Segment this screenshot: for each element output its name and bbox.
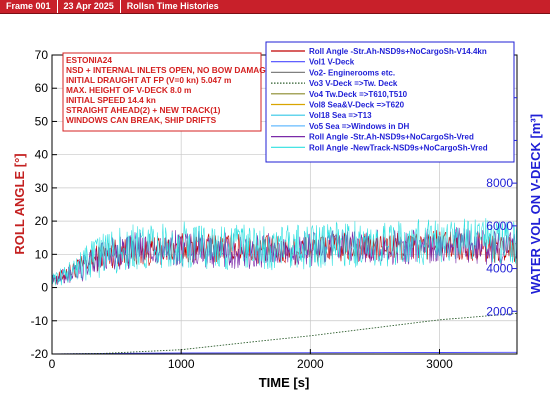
series-line [51, 218, 518, 286]
legend-label: Roll Angle -Str.Ah-NSD9s+NoCargoSh-Vred [309, 133, 474, 142]
annotation-line: STRAIGHT AHEAD(2) + NEW TRACK(1) [66, 105, 221, 115]
y-axis-right-label: WATER VOL ON V-DECK [m³] [528, 114, 543, 294]
legend-label: Vol8 Sea&V-Deck =>T620 [309, 101, 405, 110]
legend-label: Vol1 V-Deck [309, 58, 355, 67]
legend-label: Roll Angle -NewTrack-NSD9s+NoCargoSh-Vre… [309, 143, 488, 152]
legend-label: Vo4 Tw.Deck =>T610,T510 [309, 90, 408, 99]
x-tick-label: 1000 [168, 357, 195, 371]
frame-title: Rollsn Time Histories [126, 1, 219, 11]
y-axis-left-label: ROLL ANGLE [°] [12, 153, 27, 254]
legend-label: Roll Angle -Str.Ah-NSD9s+NoCargoSh-V14.4… [309, 47, 487, 56]
left-axis-ticks: -20 -10 0 10 20 30 40 50 60 70 [31, 48, 57, 361]
y-tick-left-label: 0 [41, 281, 48, 295]
annotation-line: INITIAL SPEED 14.4 kn [66, 95, 156, 105]
x-axis-label: TIME [s] [259, 375, 310, 390]
frame-date: 23 Apr 2025 [58, 0, 121, 13]
annotation-frame [62, 52, 262, 132]
frame-number: Frame 001 [0, 0, 58, 13]
y-tick-left-label: -10 [31, 314, 49, 328]
x-tick-label: 2000 [297, 357, 324, 371]
legend-label: Vo5 Sea =>Windows in DH [309, 122, 409, 131]
legend-label: Vo2- Enginerooms etc. [309, 68, 395, 77]
y-tick-left-label: 30 [35, 181, 49, 195]
legend-label: Vol18 Sea =>T13 [309, 111, 372, 120]
frame-header-bar: Frame 001 23 Apr 2025 Rollsn Time Histor… [0, 0, 550, 14]
y-tick-right-label: 4000 [486, 262, 513, 276]
y-tick-left-label: 70 [35, 48, 49, 62]
x-tick-label: 3000 [426, 357, 453, 371]
y-tick-left-label: 10 [35, 247, 49, 261]
y-tick-right-label: 2000 [486, 304, 513, 318]
y-tick-left-label: 60 [35, 81, 49, 95]
annotation-line: MAX. HEIGHT OF V-DECK 8.0 m [66, 85, 191, 95]
legend-frame [265, 41, 515, 163]
annotation-line: ESTONIA24 [66, 55, 112, 65]
annotation-line: NSD + INTERNAL INLETS OPEN, NO BOW DAMAG… [66, 65, 272, 75]
y-tick-left-label: 50 [35, 114, 49, 128]
annotation-line: WINDOWS CAN BREAK, SHIP DRIFTS [66, 115, 217, 125]
y-tick-left-label: -20 [31, 347, 49, 361]
y-tick-left-label: 20 [35, 214, 49, 228]
x-axis-ticks: 0 1000 2000 3000 [49, 349, 453, 371]
legend: Roll Angle -Str.Ah-NSD9s+NoCargoSh-V14.4… [265, 41, 515, 163]
y-tick-right-label: 6000 [486, 219, 513, 233]
roll-time-history-chart: -20 -10 0 10 20 30 40 50 60 70 2000 4000 6000 8000 10… [12, 41, 543, 390]
x-tick-label: 0 [49, 357, 56, 371]
series-9 [51, 218, 518, 286]
annotation-box: ESTONIA24 NSD + INTERNAL INLETS OPEN, NO… [62, 52, 272, 132]
legend-label: Vo3 V-Deck =>Tw. Deck [309, 79, 398, 88]
y-tick-left-label: 40 [35, 148, 49, 162]
annotation-line: INITIAL DRAUGHT AT FP (V=0 kn) 5.047 m [66, 75, 231, 85]
y-tick-right-label: 8000 [486, 176, 513, 190]
